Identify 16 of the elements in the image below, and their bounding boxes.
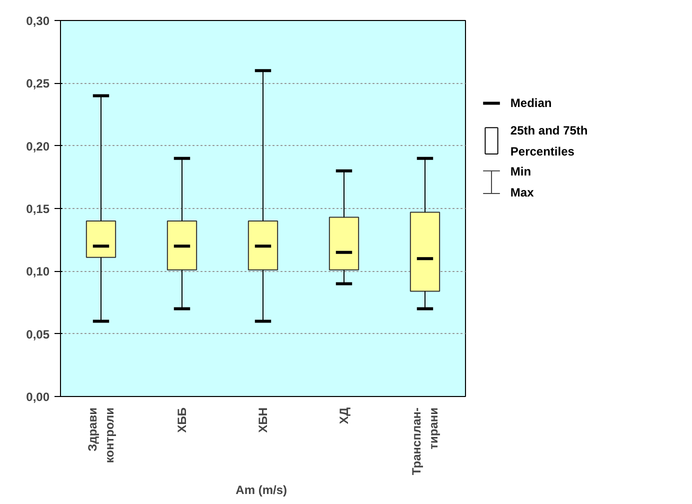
text: Min Max bbox=[510, 164, 534, 200]
y-tick-label: 0,25 bbox=[26, 76, 50, 91]
x-axis-title: Am (m/s) bbox=[236, 483, 288, 498]
text: Median bbox=[510, 96, 552, 110]
y-tick-label: 0,05 bbox=[26, 327, 50, 342]
y-tick-label: 0,15 bbox=[26, 202, 50, 216]
x-tick-label: Трансплан- тирани bbox=[410, 407, 440, 476]
y-tick-label: 0,20 bbox=[26, 139, 50, 154]
text: 25th and 75th Percentiles bbox=[510, 123, 588, 158]
x-tick-label: ХД bbox=[337, 407, 351, 424]
y-tick-label: 0,30 bbox=[26, 14, 50, 28]
x-tick-label: ХББ bbox=[175, 407, 189, 433]
y-tick-label: 0,00 bbox=[26, 390, 50, 404]
x-tick-label: Здрави контроли bbox=[86, 407, 116, 464]
y-tick-label: 0,10 bbox=[26, 264, 50, 279]
x-tick-label: ХБН bbox=[256, 408, 270, 433]
